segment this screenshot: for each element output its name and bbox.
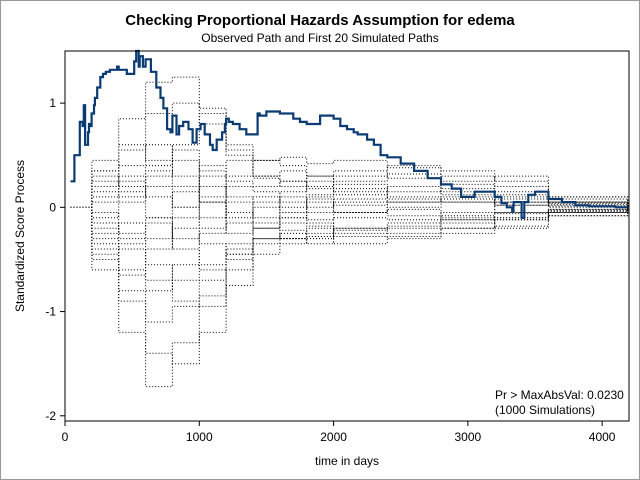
plot-area-border — [64, 50, 630, 422]
simulated-path-19 — [70, 144, 629, 234]
simulated-path-8 — [70, 159, 629, 208]
x-tick-label-4000: 4000 — [589, 430, 616, 444]
simulated-paths — [70, 76, 629, 388]
simulated-path-11 — [70, 113, 629, 219]
annotation-pvalue: Pr > MaxAbsVal: 0.0230 — [495, 388, 624, 402]
y-axis-label: Standardized Score Process — [13, 160, 27, 312]
x-tick-label-0: 0 — [62, 430, 69, 444]
annotation-simulations: (1000 Simulations) — [495, 403, 595, 417]
x-tick-label-2000: 2000 — [320, 430, 347, 444]
simulated-path-16 — [70, 206, 629, 323]
y-axis-ticks: -2 -1 0 1 — [45, 96, 65, 423]
simulated-path-20 — [70, 198, 628, 271]
simulated-path-15 — [70, 159, 629, 213]
chart-subtitle: Observed Path and First 20 Simulated Pat… — [201, 31, 439, 45]
y-tick-label--1: -1 — [45, 305, 56, 319]
x-tick-label-1000: 1000 — [186, 430, 213, 444]
chart-title: Checking Proportional Hazards Assumption… — [125, 12, 515, 29]
observed-path — [70, 49, 628, 219]
observed-path-line — [70, 49, 628, 219]
y-tick-label-1: 1 — [49, 96, 56, 110]
x-tick-label-3000: 3000 — [455, 430, 482, 444]
y-tick-label-0: 0 — [49, 200, 56, 214]
simulated-path-18 — [70, 165, 629, 234]
y-tick-label--2: -2 — [45, 409, 56, 423]
x-axis-ticks: 0 1000 2000 3000 4000 — [62, 421, 616, 444]
simulated-path-1 — [70, 76, 629, 208]
x-axis-label: time in days — [315, 454, 379, 468]
simulated-path-12 — [70, 196, 629, 245]
simulated-path-6 — [70, 149, 629, 219]
simulated-path-2 — [70, 206, 629, 388]
simulated-path-17 — [70, 180, 629, 229]
